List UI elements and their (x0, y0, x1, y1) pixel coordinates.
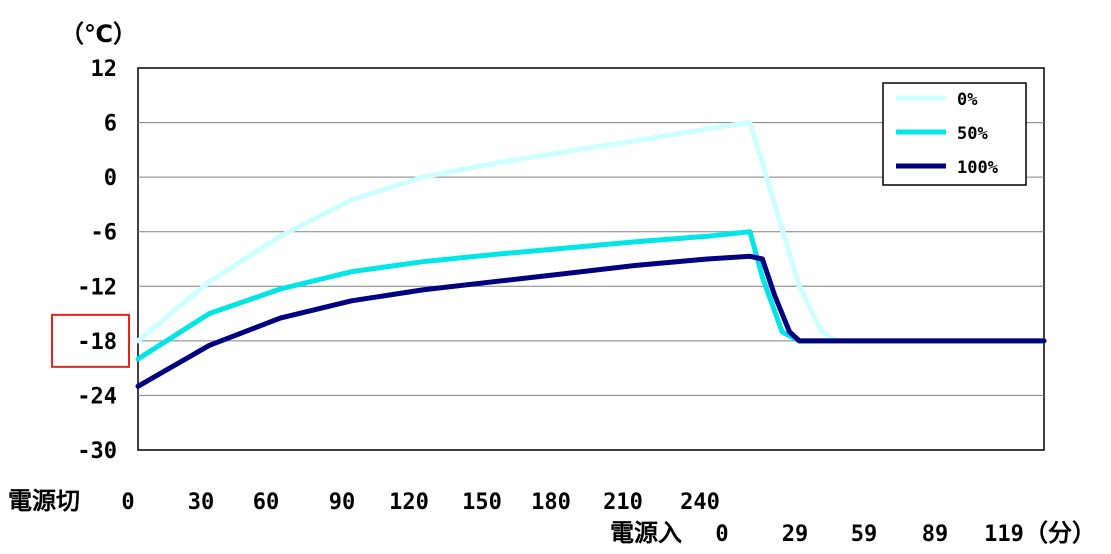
legend-label: 0% (957, 90, 978, 110)
x-off-tick-label: 180 (531, 490, 571, 515)
y-tick-label: -18 (77, 330, 117, 355)
y-unit-label: （℃） (60, 20, 137, 48)
x-on-tick-label: 0 (715, 522, 728, 547)
x-off-tick-label: 90 (329, 490, 356, 515)
x-on-tick-label: 59 (851, 522, 878, 547)
x-off-tick-label: 240 (680, 490, 720, 515)
series-line-1 (135, 120, 1047, 344)
x-off-tick-label: 150 (462, 490, 502, 515)
x-on-tick-label: 29 (782, 522, 809, 547)
x-off-tick-label: 30 (188, 490, 215, 515)
x-off-tick-label: 60 (253, 490, 280, 515)
x-axis-off-label: 電源切 (8, 487, 80, 515)
x-off-tick-label: 210 (603, 490, 643, 515)
x-on-tick-label: 119 (984, 522, 1024, 547)
y-tick-label: 6 (104, 112, 117, 137)
series-layer (135, 120, 1047, 389)
y-tick-highlight-box (51, 313, 130, 368)
y-tick-label: 12 (91, 57, 118, 82)
series-line-3 (135, 253, 1047, 389)
y-tick-label: -30 (77, 439, 117, 464)
y-tick-label: -12 (77, 275, 117, 300)
x-axis-on-unit: （分） (1024, 519, 1096, 547)
x-off-tick-label: 120 (389, 490, 429, 515)
legend-label: 50% (957, 124, 988, 144)
x-on-tick-labels: 0 29 59 89 119 (715, 522, 1024, 547)
x-axis-on-label: 電源入 (610, 519, 682, 547)
y-tick-label: 0 (104, 166, 117, 191)
legend-label: 100% (957, 158, 999, 178)
y-tick-label: -24 (77, 384, 117, 409)
legend: 0% 50% 100% (882, 82, 1027, 186)
y-tick-label: -6 (91, 221, 118, 246)
y-tick-labels: 12 6 0 -6 -12 -18 -24 -30 (77, 57, 117, 464)
x-off-tick-labels: 0 30 60 90 120 150 180 210 240 (121, 490, 720, 515)
x-on-tick-label: 89 (922, 522, 949, 547)
x-off-tick-label: 0 (121, 490, 134, 515)
